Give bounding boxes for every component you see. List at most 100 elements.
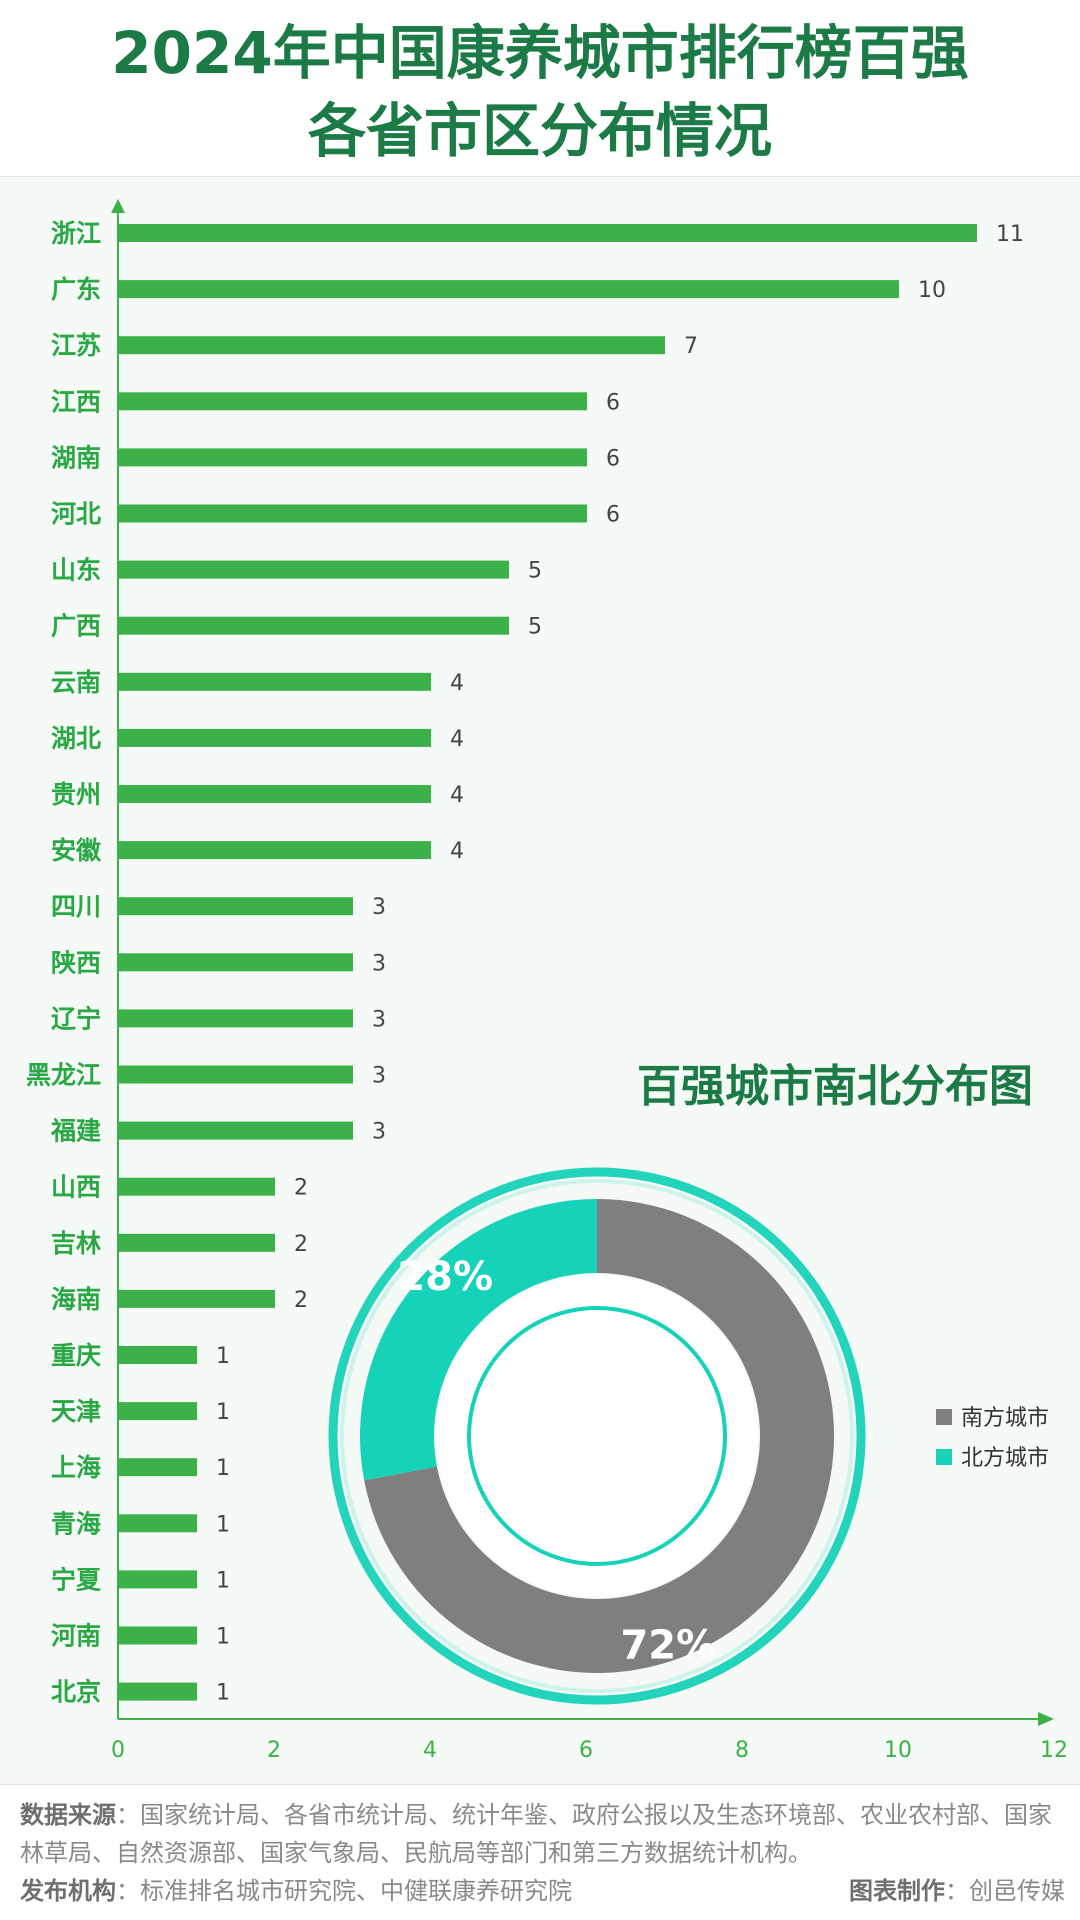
- value-label: 2: [294, 1176, 308, 1201]
- value-label: 3: [372, 1120, 386, 1145]
- page-title: 2024年中国康养城市排行榜百强 各省市区分布情况: [0, 14, 1080, 170]
- maker-text: ：创邑传媒: [945, 1877, 1065, 1905]
- category-label: 山东: [51, 556, 101, 585]
- bar: [119, 953, 353, 972]
- value-label: 1: [216, 1625, 230, 1650]
- pie-slice: [359, 1199, 597, 1481]
- x-tick-label: 6: [579, 1738, 593, 1763]
- footer: 数据来源：国家统计局、各省市统计局、统计年鉴、政府公报以及生态环境部、农业农村部…: [20, 1796, 1065, 1910]
- footer-maker: 图表制作：创邑传媒: [849, 1872, 1065, 1910]
- footer-publisher: 发布机构：标准排名城市研究院、中健联康养研究院: [20, 1872, 572, 1910]
- value-label: 11: [996, 222, 1024, 247]
- bar: [119, 1009, 353, 1028]
- bar: [119, 280, 899, 299]
- title-line-1: 2024年中国康养城市排行榜百强: [111, 19, 969, 87]
- category-label: 贵州: [51, 780, 101, 809]
- value-label: 5: [528, 615, 542, 640]
- category-label: 青海: [51, 1509, 101, 1538]
- legend-label: 北方城市: [961, 1446, 1049, 1471]
- bar: [119, 785, 431, 803]
- bar: [119, 1121, 353, 1140]
- category-label: 陕西: [51, 948, 101, 977]
- value-label: 1: [216, 1681, 230, 1706]
- category-label: 北京: [51, 1678, 101, 1707]
- value-label: 6: [606, 390, 620, 415]
- category-label: 重庆: [51, 1341, 101, 1370]
- bar: [119, 616, 509, 635]
- category-label: 河北: [51, 500, 101, 529]
- value-label: 1: [216, 1456, 230, 1481]
- bar: [119, 392, 587, 411]
- category-label: 黑龙江: [26, 1061, 101, 1090]
- chart-panel: 0 2 4 6 8 10 12 浙江 11 广东 10 江苏 7 江西 6 湖南 6 河北 6 山东 5 广西 5 云南 4 湖北…: [0, 176, 1080, 1785]
- footer-source: 数据来源：国家统计局、各省市统计局、统计年鉴、政府公报以及生态环境部、农业农村部…: [20, 1796, 1065, 1872]
- value-label: 4: [450, 783, 464, 808]
- pie-title: 百强城市南北分布图: [637, 1061, 1033, 1112]
- value-label: 10: [918, 278, 946, 303]
- publisher-text: ：标准排名城市研究院、中健联康养研究院: [116, 1877, 572, 1905]
- value-label: 1: [216, 1512, 230, 1537]
- source-label: 数据来源: [20, 1801, 116, 1829]
- value-label: 1: [216, 1568, 230, 1593]
- value-label: 2: [294, 1232, 308, 1257]
- pie-percent-label: 72%: [620, 1623, 716, 1669]
- value-label: 3: [372, 951, 386, 976]
- bar: [119, 897, 353, 916]
- footer-bottom-row: 发布机构：标准排名城市研究院、中健联康养研究院 图表制作：创邑传媒: [20, 1872, 1065, 1910]
- bar: [119, 1682, 197, 1701]
- category-label: 广西: [51, 612, 101, 641]
- bar: [119, 1458, 197, 1477]
- bar: [119, 336, 665, 355]
- x-tick-label: 2: [267, 1738, 281, 1763]
- inner-ring: [467, 1306, 727, 1566]
- bar: [119, 728, 431, 747]
- bar: [119, 1570, 197, 1589]
- bar: [119, 672, 431, 691]
- value-label: 7: [684, 334, 698, 359]
- outer-ring: [328, 1167, 866, 1705]
- bar: [119, 1065, 353, 1084]
- bar: [119, 841, 431, 860]
- category-label: 吉林: [51, 1229, 101, 1258]
- legend-swatch: [936, 1409, 952, 1425]
- legend-label: 南方城市: [961, 1406, 1049, 1431]
- category-label: 湖北: [51, 724, 101, 753]
- value-label: 3: [372, 1007, 386, 1032]
- value-label: 3: [372, 895, 386, 920]
- bar: [119, 1346, 197, 1364]
- bar: [119, 1177, 275, 1196]
- category-label: 四川: [51, 892, 101, 921]
- x-tick-label: 10: [884, 1738, 912, 1763]
- value-label: 1: [216, 1400, 230, 1425]
- bar: [119, 504, 587, 523]
- bar: [119, 1402, 197, 1421]
- category-label: 天津: [51, 1397, 101, 1426]
- category-label: 浙江: [51, 219, 101, 248]
- category-label: 湖南: [51, 443, 101, 472]
- value-label: 3: [372, 1064, 386, 1089]
- legend-swatch: [936, 1449, 952, 1465]
- category-label: 云南: [51, 668, 101, 697]
- x-tick-label: 8: [735, 1738, 749, 1763]
- value-label: 6: [606, 503, 620, 528]
- bar: [119, 1289, 275, 1308]
- x-tick-label: 0: [111, 1738, 125, 1763]
- value-label: 4: [450, 839, 464, 864]
- y-axis-arrow-icon: [111, 199, 125, 213]
- category-label: 安徽: [51, 836, 102, 865]
- category-label: 海南: [51, 1285, 101, 1314]
- publisher-label: 发布机构: [20, 1877, 116, 1905]
- value-label: 4: [450, 671, 464, 696]
- bar: [119, 560, 509, 579]
- value-label: 2: [294, 1288, 308, 1313]
- category-label: 辽宁: [51, 1004, 101, 1033]
- category-label: 河南: [51, 1622, 101, 1651]
- category-label: 江苏: [51, 331, 101, 360]
- category-label: 福建: [50, 1117, 101, 1146]
- pie-percent-label: 28%: [397, 1254, 493, 1300]
- x-axis-arrow-icon: [1038, 1712, 1054, 1726]
- value-label: 5: [528, 559, 542, 584]
- outer-ring-glow: [340, 1179, 854, 1693]
- x-tick-label: 4: [423, 1738, 437, 1763]
